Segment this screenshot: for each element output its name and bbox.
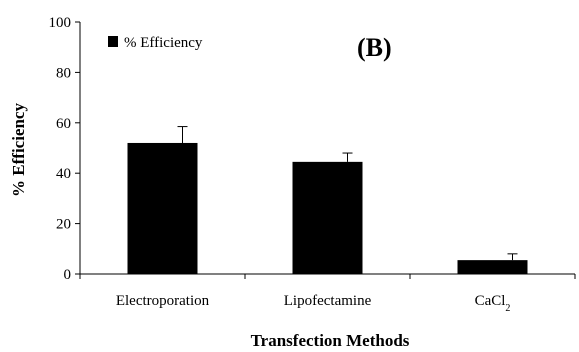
y-tick-label: 0 [64,267,72,283]
y-tick-label: 20 [56,217,71,233]
y-tick-label: 100 [49,15,72,31]
y-axis-title: % Efficiency [9,103,28,197]
bars [127,142,528,274]
x-tick-label: Lipofectamine [284,293,372,309]
bar [292,161,363,274]
bar [127,142,198,274]
error-bars [177,126,518,261]
x-tick-label: CaCl2 [475,293,511,314]
y-tick-label: 40 [56,166,71,182]
y-tick-label: 60 [56,116,71,132]
legend: % Efficiency [108,35,203,51]
x-axis-title: Transfection Methods [251,331,410,350]
x-axis: Electroporation Lipofectamine CaCl2 [79,273,576,314]
bar [457,260,528,274]
legend-swatch [108,36,118,47]
x-tick-label: Electroporation [116,293,210,309]
y-axis: 0 20 40 60 80 100 [49,15,81,283]
legend-label: % Efficiency [124,35,203,51]
y-tick-label: 80 [56,65,71,81]
panel-label: (B) [357,33,392,62]
